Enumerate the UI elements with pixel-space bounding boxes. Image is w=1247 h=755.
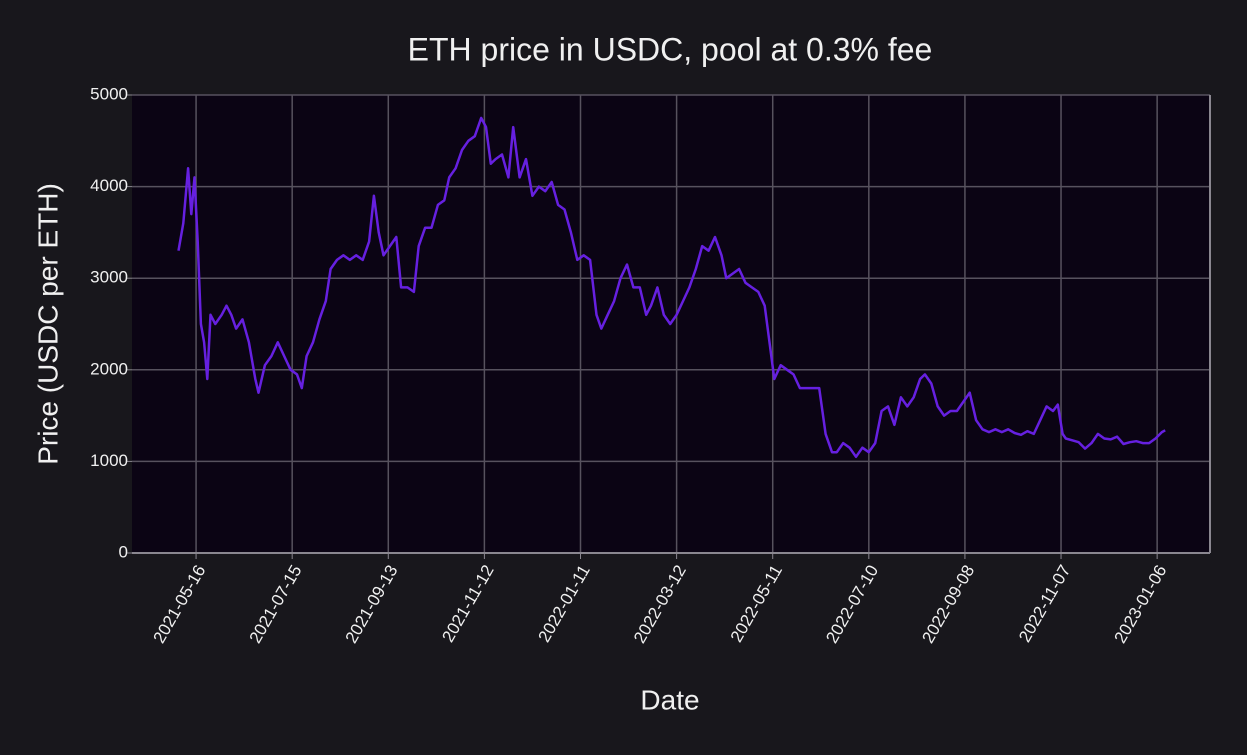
x-tick-label: 2022-11-07 [1015,562,1074,646]
chart-title: ETH price in USDC, pool at 0.3% fee [408,31,933,67]
y-axis-label: Price (USDC per ETH) [32,183,63,465]
y-tick-label: 0 [119,542,128,561]
x-tick-label: 2021-05-16 [149,562,209,647]
x-tick-label: 2022-07-10 [822,562,882,647]
x-axis-label: Date [640,684,699,715]
x-tick-label: 2021-07-15 [246,562,306,647]
y-tick-label: 2000 [90,359,128,378]
y-tick-label: 5000 [90,84,128,103]
x-tick-label: 2022-09-08 [918,562,978,647]
y-tick-label: 4000 [90,176,128,195]
y-tick-label: 3000 [90,268,128,287]
x-tick-label: 2023-01-06 [1111,562,1171,647]
x-tick-label: 2021-11-12 [438,562,497,646]
x-tick-label: 2022-01-11 [535,562,594,646]
x-tick-label: 2022-05-11 [727,562,786,646]
x-tick-label: 2022-03-12 [630,562,690,647]
y-tick-label: 1000 [90,451,128,470]
price-line [177,116,1166,459]
x-tick-label: 2021-09-13 [342,562,402,647]
